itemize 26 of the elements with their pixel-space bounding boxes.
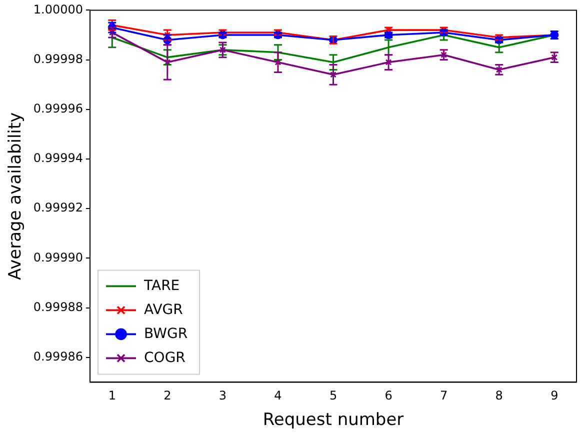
- y-tick-label: 0.99996: [33, 102, 84, 116]
- y-tick-label: 1.00000: [33, 2, 84, 16]
- x-tick-label: 1: [108, 388, 116, 403]
- y-tick-label: 0.99992: [33, 200, 84, 215]
- x-tick-label: 2: [164, 388, 172, 403]
- y-tick-label: 0.99990: [33, 250, 84, 264]
- y-tick-label: 0.99994: [33, 151, 84, 166]
- legend-label: BWGR: [144, 326, 188, 342]
- point: [330, 71, 336, 78]
- point: [385, 59, 392, 66]
- x-tick-label: 9: [550, 388, 558, 403]
- y-axis-title: Average availability: [6, 112, 26, 280]
- x-tick-label: 5: [329, 388, 338, 403]
- y-tick-label: 0.99998: [33, 52, 84, 66]
- x-tick-label: 6: [384, 388, 392, 403]
- point: [219, 46, 226, 54]
- legend-label: TARE: [143, 278, 180, 294]
- y-tick-label: 0.99986: [33, 350, 84, 364]
- legend-label: AVGR: [144, 302, 184, 318]
- x-tick-label: 3: [218, 388, 227, 403]
- x-tick-label: 8: [495, 388, 503, 403]
- x-tick-label: 7: [440, 388, 448, 403]
- x-tick-label: 4: [274, 388, 282, 403]
- legend-label: COGR: [144, 350, 186, 366]
- x-axis-title: Request number: [262, 410, 404, 430]
- y-tick-label: 0.99988: [33, 300, 84, 314]
